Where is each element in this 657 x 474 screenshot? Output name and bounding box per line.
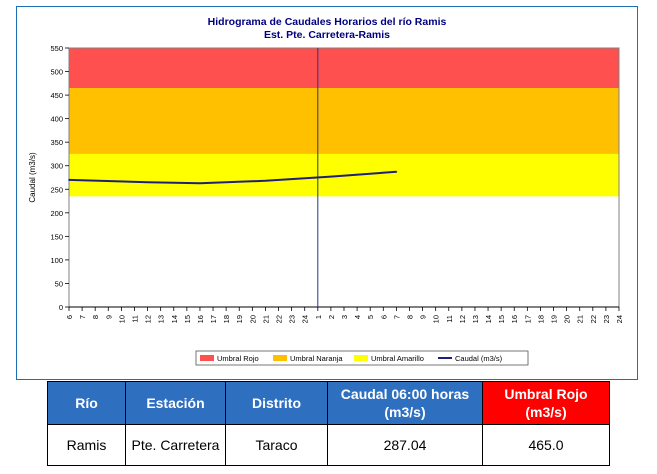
y-tick-label-5: 250 [50, 185, 63, 194]
series-point-0 [68, 179, 70, 181]
legend-label-0: Umbral Rojo [217, 354, 259, 363]
table-row: Ramis Pte. Carretera Taraco 287.04 465.0 [47, 424, 610, 466]
x-tick-label-9: 15 [183, 315, 192, 323]
threshold-band-1 [69, 88, 619, 154]
x-tick-label-27: 9 [419, 315, 428, 319]
x-tick-label-20: 2 [327, 315, 336, 319]
chart-subtitle: Est. Pte. Carretera-Ramis [264, 29, 390, 41]
x-tick-label-0: 6 [65, 315, 74, 319]
x-tick-label-24: 6 [379, 315, 388, 319]
legend-swatch-1 [273, 355, 287, 361]
header-station: Estación [125, 381, 226, 425]
x-tick-label-36: 18 [536, 315, 545, 323]
cell-discharge: 287.04 [327, 424, 483, 466]
y-tick-label-6: 300 [50, 162, 63, 171]
x-tick-label-10: 16 [196, 315, 205, 323]
x-tick-label-35: 17 [523, 315, 532, 323]
header-district: Distrito [225, 381, 328, 425]
x-tick-label-16: 22 [275, 315, 284, 323]
chart-title: Hidrograma de Caudales Horarios del río … [208, 16, 447, 28]
y-tick-label-1: 50 [55, 279, 63, 288]
header-river: Río [47, 381, 126, 425]
y-tick-label-0: 0 [59, 303, 63, 312]
cell-station: Pte. Carretera [125, 424, 226, 466]
y-tick-label-10: 500 [50, 68, 63, 77]
series-point-1 [146, 181, 149, 184]
cell-red-threshold: 465.0 [482, 424, 610, 466]
x-tick-label-3: 9 [104, 315, 113, 319]
x-tick-label-32: 14 [484, 315, 493, 323]
x-tick-label-38: 20 [563, 315, 572, 323]
x-tick-label-14: 20 [248, 315, 257, 323]
series-point-3 [264, 179, 267, 182]
x-tick-label-1: 7 [78, 315, 87, 319]
chart-frame: Hidrograma de Caudales Horarios del río … [16, 6, 638, 380]
legend-label-1: Umbral Naranja [290, 354, 343, 363]
x-tick-label-12: 18 [222, 315, 231, 323]
series-line-0 [68, 170, 397, 185]
y-axis-label: Caudal (m3/s) [28, 152, 37, 203]
x-tick-label-23: 5 [366, 315, 375, 319]
x-tick-label-15: 21 [261, 315, 270, 323]
x-tick-label-2: 8 [91, 315, 100, 319]
x-tick-label-37: 19 [550, 315, 559, 323]
x-tick-label-7: 13 [157, 315, 166, 323]
x-tick-label-41: 23 [602, 315, 611, 323]
x-tick-label-29: 11 [445, 315, 454, 323]
x-tick-label-19: 1 [314, 315, 323, 319]
y-tick-label-2: 100 [50, 256, 63, 265]
x-tick-label-25: 7 [392, 315, 401, 319]
x-tick-label-30: 12 [458, 315, 467, 323]
y-tick-label-3: 150 [50, 232, 63, 241]
x-tick-label-5: 11 [130, 315, 139, 323]
legend-swatch-2 [354, 355, 368, 361]
x-tick-label-18: 24 [301, 315, 310, 323]
x-tick-label-26: 8 [405, 315, 414, 319]
x-tick-label-34: 16 [510, 315, 519, 323]
x-tick-label-31: 13 [471, 315, 480, 323]
series-point-4 [330, 175, 332, 178]
y-tick-label-7: 350 [50, 138, 63, 147]
legend-label-3: Caudal (m3/s) [455, 354, 503, 363]
x-tick-label-42: 24 [615, 315, 624, 323]
table-header-row: Río Estación Distrito Caudal 06:00 horas… [47, 381, 610, 425]
x-tick-label-21: 3 [340, 315, 349, 319]
x-tick-label-40: 22 [589, 315, 598, 323]
x-tick-label-8: 14 [170, 315, 179, 323]
header-discharge: Caudal 06:00 horas (m3/s) [327, 381, 483, 425]
x-tick-label-4: 10 [117, 315, 126, 323]
y-tick-label-9: 450 [50, 91, 63, 100]
y-tick-label-8: 400 [50, 115, 63, 124]
legend-swatch-0 [200, 355, 214, 361]
x-tick-label-13: 19 [235, 315, 244, 323]
y-tick-label-11: 550 [50, 44, 63, 53]
cell-district: Taraco [225, 424, 328, 466]
x-tick-label-17: 23 [288, 315, 297, 323]
x-tick-label-28: 10 [432, 315, 441, 323]
x-tick-label-11: 17 [209, 315, 218, 323]
x-tick-label-22: 4 [353, 315, 362, 319]
x-tick-label-39: 21 [576, 315, 585, 323]
legend-label-2: Umbral Amarillo [371, 354, 424, 363]
header-red-threshold: Umbral Rojo (m3/s) [482, 381, 610, 425]
discharge-table: Río Estación Distrito Caudal 06:00 horas… [47, 381, 610, 466]
y-tick-label-4: 200 [50, 209, 63, 218]
x-tick-label-6: 12 [144, 315, 153, 323]
series-point-2 [199, 182, 201, 184]
x-tick-label-33: 15 [497, 315, 506, 323]
series-point-5 [395, 171, 398, 173]
cell-river: Ramis [47, 424, 126, 466]
hydrograph-chart: Hidrograma de Caudales Horarios del río … [28, 16, 624, 366]
threshold-band-0 [69, 48, 619, 89]
